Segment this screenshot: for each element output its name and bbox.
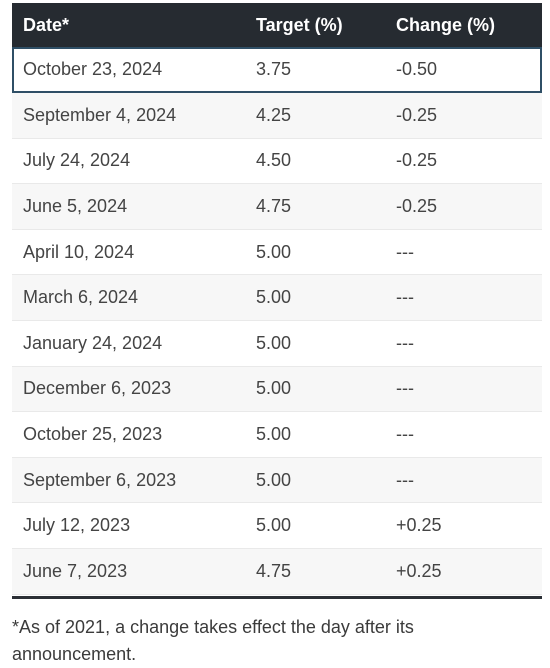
cell-change: -0.50 xyxy=(396,59,438,80)
cell-target: 5.00 xyxy=(256,424,292,445)
cell-target: 5.00 xyxy=(256,378,292,399)
header-change: Change (%) xyxy=(396,14,495,35)
cell-date: October 23, 2024 xyxy=(23,59,163,80)
cell-change: +0.25 xyxy=(396,515,442,536)
cell-date: December 6, 2023 xyxy=(23,378,172,399)
cell-change: -0.25 xyxy=(396,150,438,171)
header-date: Date* xyxy=(23,14,70,35)
table-row: April 10, 2024 5.00 --- xyxy=(12,229,542,275)
cell-target: 4.25 xyxy=(256,104,292,125)
cell-change: -0.25 xyxy=(396,196,438,217)
cell-date: July 12, 2023 xyxy=(23,515,131,536)
cell-date: January 24, 2024 xyxy=(23,332,163,353)
table-row: September 4, 2024 4.25 -0.25 xyxy=(12,92,542,139)
cell-change: +0.25 xyxy=(396,560,442,581)
cell-target: 5.00 xyxy=(256,469,292,490)
table-row: July 12, 2023 5.00 +0.25 xyxy=(12,502,542,549)
cell-change: --- xyxy=(396,424,414,445)
rate-table: Date* Target (%) Change (%) October 23, … xyxy=(12,3,542,595)
cell-target: 5.00 xyxy=(256,287,292,308)
table-header: Date* Target (%) Change (%) xyxy=(12,3,542,47)
table-row: January 24, 2024 5.00 --- xyxy=(12,320,542,367)
cell-target: 4.50 xyxy=(256,150,292,171)
header-target: Target (%) xyxy=(256,14,343,35)
cell-change: --- xyxy=(396,287,414,308)
cell-date: March 6, 2024 xyxy=(23,287,139,308)
cell-change: -0.25 xyxy=(396,104,438,125)
table-bottom-rule xyxy=(12,596,542,599)
cell-target: 5.00 xyxy=(256,241,292,262)
cell-target: 4.75 xyxy=(256,196,292,217)
table-body: October 23, 2024 3.75 -0.50 September 4, 20… xyxy=(12,47,542,595)
cell-date: June 7, 2023 xyxy=(23,560,128,581)
table-row: June 5, 2024 4.75 -0.25 xyxy=(12,183,542,230)
table-row: December 6, 2023 5.00 --- xyxy=(12,366,542,412)
table-row: October 25, 2023 5.00 --- xyxy=(12,411,542,458)
cell-change: --- xyxy=(396,241,414,262)
cell-date: June 5, 2024 xyxy=(23,196,128,217)
table-row: March 6, 2024 5.00 --- xyxy=(12,274,542,321)
cell-target: 4.75 xyxy=(256,560,292,581)
table-row: October 23, 2024 3.75 -0.50 xyxy=(12,47,542,93)
table-row: September 6, 2023 5.00 --- xyxy=(12,457,542,503)
cell-change: --- xyxy=(396,378,414,399)
cell-change: --- xyxy=(396,332,414,353)
cell-date: September 6, 2023 xyxy=(23,469,177,490)
cell-date: September 4, 2024 xyxy=(23,104,177,125)
cell-target: 3.75 xyxy=(256,59,292,80)
cell-date: October 25, 2023 xyxy=(23,424,163,445)
header-row: Date* Target (%) Change (%) xyxy=(12,3,542,47)
cell-target: 5.00 xyxy=(256,332,292,353)
cell-target: 5.00 xyxy=(256,515,292,536)
cell-date: April 10, 2024 xyxy=(23,241,135,262)
table-row: June 7, 2023 4.75 +0.25 xyxy=(12,548,542,595)
footnote: *As of 2021, a change takes effect the d… xyxy=(12,617,414,664)
cell-date: July 24, 2024 xyxy=(23,150,131,171)
table-row: July 24, 2024 4.50 -0.25 xyxy=(12,138,542,184)
cell-change: --- xyxy=(396,469,414,490)
